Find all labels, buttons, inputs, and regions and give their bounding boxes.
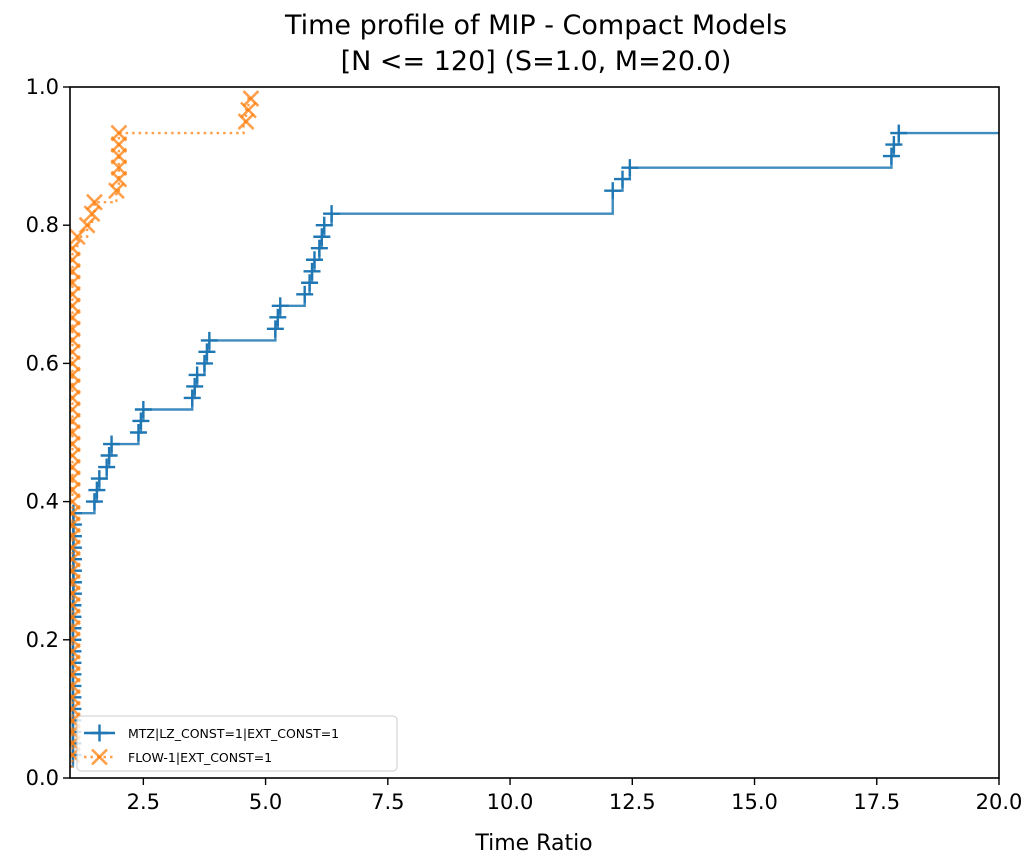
data-point (198, 343, 216, 361)
legend-label: MTZ|LZ_CONST=1|EXT_CONST=1 (128, 726, 339, 741)
data-point (98, 458, 116, 476)
x-axis-label: Time Ratio (474, 831, 592, 856)
data-point (200, 331, 218, 349)
data-point (88, 481, 106, 499)
data-point (313, 228, 331, 246)
x-tick-label: 15.0 (731, 790, 778, 814)
legend-entry: MTZ|LZ_CONST=1|EXT_CONST=1 (84, 724, 339, 742)
data-point (266, 320, 284, 338)
data-point (110, 124, 128, 142)
legend-entry: FLOW-1|EXT_CONST=1 (84, 748, 272, 766)
data-point (183, 389, 201, 407)
x-tick-label: 10.0 (487, 790, 534, 814)
y-tick-label: 0.6 (26, 351, 59, 375)
data-point (70, 239, 81, 257)
chart-title: Time profile of MIP - Compact Models (284, 10, 787, 41)
data-point (86, 193, 103, 211)
data-point (188, 366, 206, 384)
data-point (132, 412, 150, 430)
data-point (269, 308, 287, 326)
data-point (195, 354, 213, 372)
y-tick-label: 0.4 (26, 490, 59, 514)
data-point (271, 297, 289, 315)
plot-frame (69, 86, 1000, 779)
data-point (882, 147, 900, 165)
data-point (103, 435, 121, 453)
x-tick-label: 20.0 (976, 790, 1023, 814)
legend-entries: MTZ|LZ_CONST=1|EXT_CONST=1 FLOW-1|EXT_CON… (84, 724, 339, 766)
data-point (305, 251, 323, 269)
y-tick-label: 0.0 (26, 766, 59, 790)
x-tick-label: 2.5 (127, 790, 160, 814)
chart-subtitle: [N <= 120] (S=1.0, M=20.0) (341, 46, 732, 77)
data-point (614, 170, 632, 188)
data-point (129, 424, 147, 441)
y-tick-label: 1.0 (26, 75, 59, 99)
data-point (310, 239, 328, 257)
data-point (90, 470, 108, 488)
data-point (242, 90, 260, 107)
data-point (301, 274, 319, 292)
x-tick-label: 12.5 (609, 790, 656, 814)
legend-box (76, 715, 398, 772)
data-point (604, 182, 622, 200)
legend-marker (91, 724, 108, 742)
x-tick-label: 5.0 (249, 790, 282, 814)
legend: MTZ|LZ_CONST=1|EXT_CONST=1 FLOW-1|EXT_CON… (76, 715, 398, 772)
data-point (890, 124, 908, 142)
data-point (100, 447, 118, 465)
legend-marker (91, 748, 108, 766)
data-point (323, 205, 341, 223)
x-tick-label: 17.5 (853, 790, 900, 814)
data-point (303, 262, 321, 280)
data-point (186, 377, 204, 395)
data-point (885, 136, 903, 154)
legend-label: FLOW-1|EXT_CONST=1 (128, 750, 272, 765)
data-point (315, 216, 333, 234)
x-axis: 2.5 5.0 7.5 10.0 12.5 15.0 17.5 20.0 (127, 778, 1023, 814)
series-line (70, 97, 251, 768)
data-point (296, 285, 314, 303)
y-tick-label: 0.8 (26, 213, 59, 237)
data-point (85, 493, 103, 511)
data-point (134, 400, 152, 418)
plot-area (70, 90, 999, 768)
data-point (78, 216, 96, 234)
x-tick-label: 7.5 (371, 790, 404, 814)
series-flow-1 (70, 90, 260, 768)
y-axis: 0.0 0.2 0.4 0.6 0.8 1.0 (26, 75, 70, 790)
data-point (621, 159, 639, 177)
y-tick-label: 0.2 (26, 628, 59, 652)
